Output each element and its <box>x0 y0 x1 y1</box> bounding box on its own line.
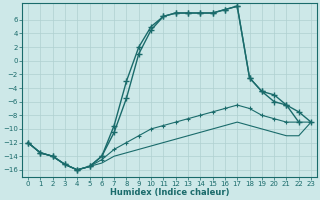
X-axis label: Humidex (Indice chaleur): Humidex (Indice chaleur) <box>110 188 229 197</box>
